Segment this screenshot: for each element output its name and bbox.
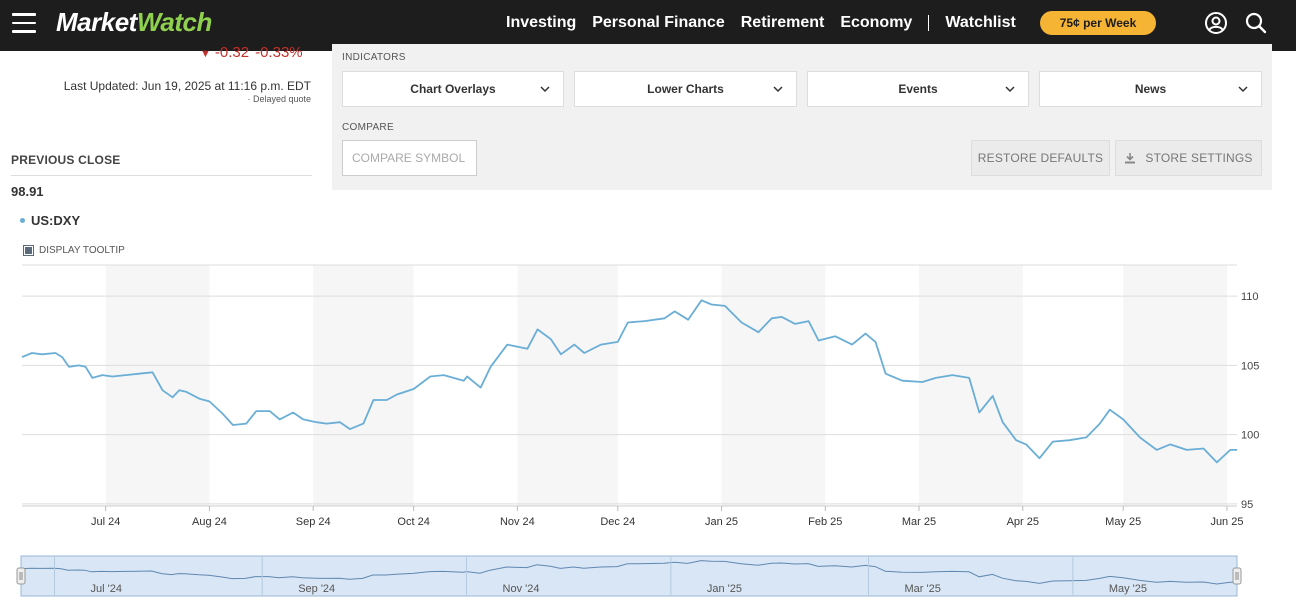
dropdown-events[interactable]: Events bbox=[807, 71, 1029, 107]
nav-investing[interactable]: Investing bbox=[506, 14, 577, 31]
x-tick-label: Jun 25 bbox=[1210, 516, 1243, 528]
x-tick-label: Feb 25 bbox=[808, 516, 842, 528]
series-line-us-dxy bbox=[21, 299, 1237, 464]
marketwatch-logo[interactable]: MarketWatch bbox=[56, 7, 212, 38]
x-tick-label: Oct 24 bbox=[397, 516, 429, 528]
chart-controls-panel: INDICATORS Chart Overlays Lower Charts E… bbox=[332, 44, 1272, 190]
y-tick-label: 110 bbox=[1241, 291, 1259, 303]
previous-close-label: PREVIOUS CLOSE bbox=[11, 153, 121, 167]
dropdown-label: Events bbox=[898, 82, 938, 96]
previous-close-value: 98.91 bbox=[11, 184, 44, 199]
x-tick-label: Sep 24 bbox=[296, 516, 331, 528]
logo-main-text: Market bbox=[56, 7, 137, 37]
store-settings-button[interactable]: STORE SETTINGS bbox=[1115, 140, 1262, 176]
search-icon[interactable] bbox=[1244, 11, 1268, 35]
x-tick-label: May 25 bbox=[1105, 516, 1141, 528]
navigator-label: Jan '25 bbox=[707, 583, 742, 595]
y-tick-label: 105 bbox=[1241, 360, 1259, 372]
x-tick-label: Jul 24 bbox=[91, 516, 120, 528]
hamburger-menu-icon[interactable] bbox=[12, 13, 36, 33]
month-band bbox=[105, 265, 210, 506]
series-color-dot bbox=[20, 218, 25, 223]
x-tick-label: Apr 25 bbox=[1007, 516, 1039, 528]
month-band bbox=[517, 265, 618, 506]
indicators-label: INDICATORS bbox=[342, 52, 406, 63]
x-tick-label: Mar 25 bbox=[902, 516, 936, 528]
navigator-handle[interactable] bbox=[16, 567, 26, 585]
nav-retirement[interactable]: Retirement bbox=[740, 14, 825, 31]
last-updated: Last Updated: Jun 19, 2025 at 11:16 p.m.… bbox=[63, 79, 311, 93]
dropdown-label: Lower Charts bbox=[647, 82, 724, 96]
display-tooltip-toggle[interactable]: DISPLAY TOOLTIP bbox=[23, 245, 125, 256]
divider bbox=[11, 175, 312, 176]
month-band bbox=[721, 265, 826, 506]
price-change: ▼ -0.32 -0.33% bbox=[200, 44, 303, 61]
chevron-down-icon bbox=[1005, 86, 1015, 93]
navigator-label: Nov '24 bbox=[503, 583, 540, 595]
top-navigation-bar: MarketWatch Investing Personal Finance R… bbox=[0, 0, 1296, 51]
navigator-handle[interactable] bbox=[1232, 567, 1242, 585]
chevron-down-icon bbox=[1238, 86, 1248, 93]
dropdown-label: Chart Overlays bbox=[410, 82, 496, 96]
navigator-selection bbox=[20, 555, 1238, 597]
dropdown-lower-charts[interactable]: Lower Charts bbox=[574, 71, 797, 107]
chevron-down-icon bbox=[773, 86, 783, 93]
navigator-label: Jul '24 bbox=[90, 583, 121, 595]
month-band bbox=[313, 265, 414, 506]
navigator-label: May '25 bbox=[1109, 583, 1147, 595]
compare-label: COMPARE bbox=[342, 122, 394, 133]
subscribe-promo-button[interactable]: 75¢ per Week bbox=[1040, 11, 1156, 35]
logo-accent-text: Watch bbox=[136, 7, 213, 37]
dropdown-chart-overlays[interactable]: Chart Overlays bbox=[342, 71, 564, 107]
navigator-label: Sep '24 bbox=[298, 583, 335, 595]
nav-divider bbox=[928, 15, 930, 31]
down-arrow-icon: ▼ bbox=[200, 48, 211, 60]
x-tick-label: Nov 24 bbox=[500, 516, 535, 528]
navigator-label: Mar '25 bbox=[905, 583, 941, 595]
tooltip-label: DISPLAY TOOLTIP bbox=[39, 245, 125, 256]
compare-symbol-input[interactable] bbox=[342, 140, 477, 176]
month-band bbox=[1123, 265, 1227, 506]
restore-defaults-button[interactable]: RESTORE DEFAULTS bbox=[971, 140, 1110, 176]
price-chart[interactable]: 95 100 105 110 Jul 24 Aug 24 Sep 24 Oct 24 Nov 2… bbox=[0, 260, 1296, 532]
x-tick-label: Aug 24 bbox=[192, 516, 227, 528]
navigator-series-line bbox=[20, 560, 1237, 585]
delayed-quote-note: · Delayed quote bbox=[247, 94, 311, 104]
user-account-icon[interactable] bbox=[1204, 11, 1228, 35]
y-tick-label: 95 bbox=[1241, 499, 1253, 511]
chart-navigator[interactable]: Jul '24 Sep '24 Nov '24 Jan '25 Mar '25 May '… bbox=[0, 550, 1296, 605]
change-percent: -0.33% bbox=[255, 44, 303, 61]
nav-watchlist[interactable]: Watchlist bbox=[945, 14, 1016, 31]
dropdown-label: News bbox=[1134, 82, 1167, 96]
store-settings-label: STORE SETTINGS bbox=[1145, 151, 1253, 165]
x-tick-label: Jan 25 bbox=[705, 516, 738, 528]
tooltip-checkbox[interactable] bbox=[23, 245, 34, 256]
dropdown-news[interactable]: News bbox=[1039, 71, 1262, 107]
nav-personal-finance[interactable]: Personal Finance bbox=[592, 14, 725, 31]
nav-economy[interactable]: Economy bbox=[840, 14, 913, 31]
series-symbol: US:DXY bbox=[31, 213, 81, 228]
chevron-down-icon bbox=[540, 86, 550, 93]
main-nav: Investing Personal Finance Retirement Ec… bbox=[506, 14, 1032, 32]
change-value: -0.32 bbox=[214, 44, 250, 61]
restore-defaults-label: RESTORE DEFAULTS bbox=[977, 151, 1104, 165]
y-tick-label: 100 bbox=[1241, 430, 1259, 442]
download-icon bbox=[1125, 153, 1136, 164]
x-tick-label: Dec 24 bbox=[600, 516, 635, 528]
chart-legend: US:DXY bbox=[20, 213, 80, 228]
